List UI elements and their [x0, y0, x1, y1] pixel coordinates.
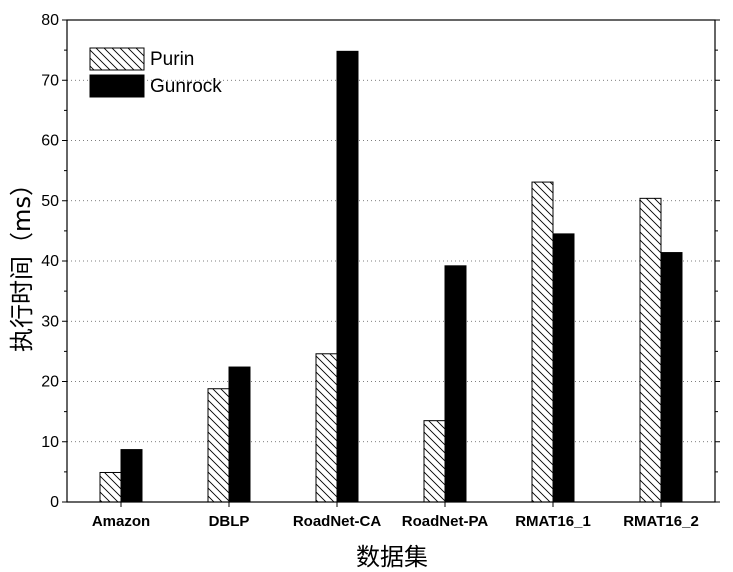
y-tick-label: 40	[41, 253, 59, 270]
y-axis-title: 执行时间（ms）	[8, 172, 36, 352]
bar-purin-dblp	[207, 388, 230, 503]
bar-purin-rmat16_1	[531, 181, 554, 503]
legend: Purin Gunrock	[89, 47, 222, 98]
y-tick-label: 70	[41, 72, 59, 89]
x-axis-title: 数据集	[356, 543, 428, 571]
legend-label-gunrock: Gunrock	[150, 76, 222, 97]
x-tick-label: RMAT16_1	[515, 513, 591, 530]
x-tick-label: RMAT16_2	[623, 513, 699, 530]
plot-frame	[66, 19, 716, 503]
y-tick-label: 0	[50, 494, 59, 511]
x-tick-label: RoadNet-CA	[293, 513, 381, 530]
bar-purin-rmat16_2	[639, 197, 662, 503]
bar-gunrock-dblp	[228, 366, 251, 503]
bar-gunrock-amazon	[120, 449, 143, 503]
bar-gunrock-rmat16_2	[660, 252, 683, 503]
x-tick-label: RoadNet-PA	[402, 513, 489, 530]
y-tick-label: 20	[41, 374, 59, 391]
x-tick-label: DBLP	[209, 513, 250, 530]
bars	[99, 50, 683, 503]
axes	[62, 19, 720, 507]
bar-purin-amazon	[99, 471, 122, 503]
x-tick-label: Amazon	[92, 513, 150, 530]
y-tick-label: 30	[41, 313, 59, 330]
bar-gunrock-rmat16_1	[552, 233, 575, 503]
bar-gunrock-roadnet-pa	[444, 265, 467, 503]
bar-purin-roadnet-ca	[315, 353, 338, 503]
y-tick-label: 80	[41, 12, 59, 29]
legend-swatch-purin	[89, 47, 145, 71]
bar-gunrock-roadnet-ca	[336, 50, 359, 503]
legend-swatch-gunrock	[89, 74, 145, 98]
grid-lines	[67, 79, 715, 443]
y-tick-label: 60	[41, 133, 59, 150]
legend-label-purin: Purin	[150, 49, 194, 70]
y-tick-label: 10	[41, 434, 59, 451]
y-tick-label: 50	[41, 193, 59, 210]
bar-purin-roadnet-pa	[423, 420, 446, 503]
tick-labels: 0 10 20 30 40 50 60 70 80 Amazon DBLP RoadNet-CA Roa…	[41, 12, 699, 530]
